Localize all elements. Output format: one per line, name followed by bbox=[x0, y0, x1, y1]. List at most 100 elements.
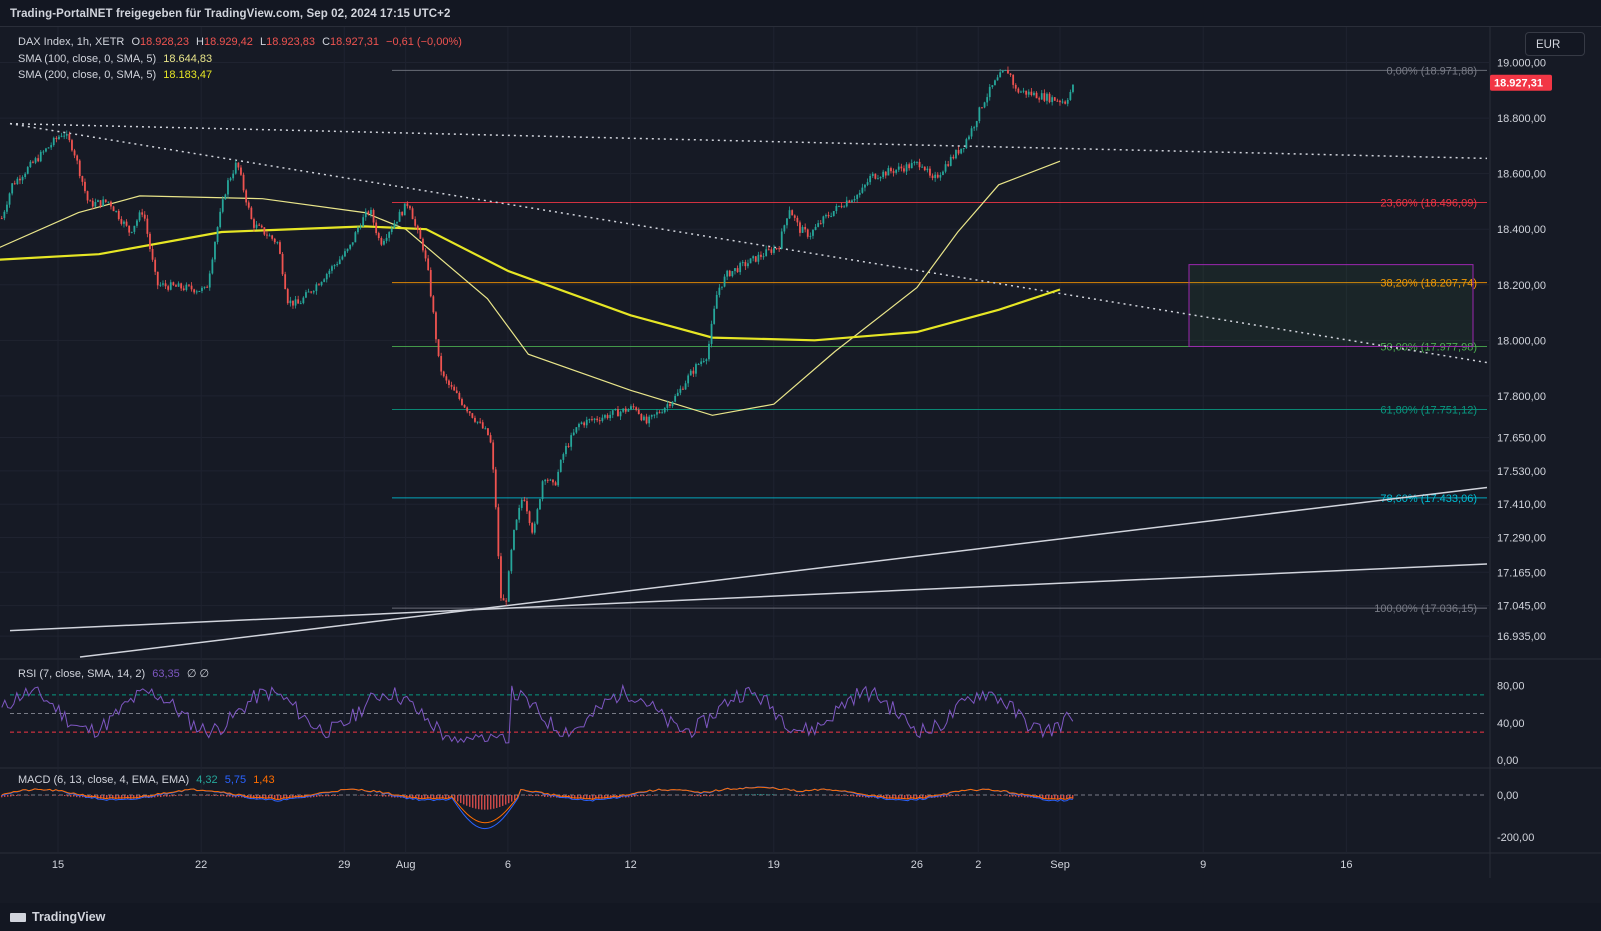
candle-body bbox=[3, 211, 6, 219]
candle-body bbox=[778, 248, 781, 250]
candle-body bbox=[874, 173, 877, 179]
candle-body bbox=[216, 227, 219, 242]
candle-body bbox=[645, 416, 648, 424]
candle-body bbox=[39, 151, 42, 162]
candle-body bbox=[650, 414, 653, 417]
candle-body bbox=[479, 421, 482, 423]
candle-body bbox=[957, 149, 960, 154]
fib-level-label: 78,60% (17.433,06) bbox=[1380, 493, 1477, 505]
candle-body bbox=[21, 177, 24, 181]
candle-body bbox=[273, 238, 276, 243]
candle-body bbox=[557, 471, 560, 486]
time-axis[interactable]: 15 22 29 Aug 6 12 19 26 2 Sep 9 16 bbox=[52, 859, 1353, 871]
candle-body bbox=[354, 232, 357, 243]
candle-body bbox=[1001, 70, 1004, 73]
candle-body bbox=[851, 200, 853, 203]
candle-body bbox=[442, 371, 445, 377]
candle-body bbox=[253, 219, 255, 228]
candle-body bbox=[804, 226, 807, 230]
candle-body bbox=[250, 207, 253, 220]
candle-body bbox=[1012, 74, 1015, 85]
chart-canvas[interactable]: 0,00% (18.971,88) 23,60% (18.496,09) 38,20… bbox=[0, 27, 1601, 904]
candle-body bbox=[47, 147, 50, 149]
macd-legend[interactable]: MACD (6, 13, close, 4, EMA, EMA) 4,32 5,… bbox=[18, 774, 279, 786]
fibonacci-retracement[interactable]: 0,00% (18.971,88) 23,60% (18.496,09) 38,20… bbox=[392, 65, 1487, 615]
candle-body bbox=[359, 226, 362, 228]
candle-body bbox=[1046, 93, 1048, 101]
currency-selector[interactable]: EUR bbox=[1525, 32, 1585, 56]
candle-body bbox=[86, 191, 89, 201]
sma200-legend[interactable]: SMA (200, close, 0, SMA, 5) 18.183,47 bbox=[18, 69, 216, 81]
candle-body bbox=[544, 479, 547, 482]
rsi-pane bbox=[1, 683, 1487, 744]
trend-lines[interactable] bbox=[9, 122, 1488, 658]
candle-body bbox=[736, 268, 739, 273]
candle-body bbox=[227, 180, 229, 195]
candle-body bbox=[292, 300, 294, 306]
candle-body bbox=[721, 286, 723, 288]
candle-body bbox=[461, 398, 463, 405]
candle-body bbox=[939, 174, 942, 178]
candle-body bbox=[484, 428, 487, 430]
candle-body bbox=[983, 102, 986, 108]
candle-body bbox=[315, 284, 318, 292]
candle-body bbox=[138, 212, 141, 221]
candle-body bbox=[188, 284, 190, 286]
candle-body bbox=[45, 148, 47, 152]
price-tick-label: 17.290,00 bbox=[1497, 533, 1546, 545]
candle-body bbox=[931, 175, 934, 179]
time-tick-label: 22 bbox=[195, 859, 207, 871]
price-tick-label: 19.000,00 bbox=[1497, 58, 1546, 70]
candle-body bbox=[801, 226, 804, 233]
candle-body bbox=[877, 178, 879, 180]
candle-body bbox=[619, 411, 622, 417]
price-axis[interactable]: 19.000,00 18.800,00 18.600,00 18.400,00 18.2… bbox=[1490, 58, 1552, 844]
macd-label: MACD (6, 13, close, 4, EMA, EMA) bbox=[18, 774, 190, 786]
candle-body bbox=[289, 300, 292, 304]
fib-level-label: 61,80% (17.751,12) bbox=[1380, 404, 1477, 416]
candle-body bbox=[6, 204, 8, 212]
candle-body bbox=[172, 282, 175, 286]
candle-body bbox=[663, 407, 666, 413]
candle-body bbox=[151, 249, 154, 260]
rsi-extra: ∅ ∅ bbox=[186, 668, 210, 680]
candle-body bbox=[448, 380, 450, 386]
candle-body bbox=[674, 395, 677, 402]
chart-frame[interactable]: 0,00% (18.971,88) 23,60% (18.496,09) 38,20… bbox=[0, 26, 1601, 904]
candle-body bbox=[128, 225, 131, 233]
candle-body bbox=[832, 211, 835, 217]
candle-body bbox=[398, 211, 401, 222]
candle-body bbox=[8, 193, 11, 205]
candle-body bbox=[50, 145, 53, 148]
candle-body bbox=[1025, 90, 1028, 95]
candle-body bbox=[710, 323, 713, 344]
candle-body bbox=[929, 168, 931, 176]
macd-pane bbox=[1, 786, 1487, 830]
rsi-value: 63,35 bbox=[152, 668, 180, 680]
candle-body bbox=[723, 276, 726, 287]
candle-body bbox=[632, 406, 635, 408]
low-value: 18.923,83 bbox=[266, 36, 316, 48]
candle-body bbox=[884, 171, 887, 176]
candle-body bbox=[130, 231, 133, 233]
macd-tick-label: -200,00 bbox=[1497, 832, 1534, 844]
candle-body bbox=[905, 164, 908, 172]
candle-body bbox=[1051, 97, 1054, 103]
candle-body bbox=[1056, 100, 1059, 102]
rsi-legend[interactable]: RSI (7, close, SMA, 14, 2) 63,35 ∅ ∅ bbox=[18, 667, 213, 680]
main-legend[interactable]: DAX Index, 1h, XETR O18.928,23 H18.929,4… bbox=[18, 36, 466, 48]
candle-body bbox=[505, 600, 508, 602]
candle-body bbox=[16, 178, 19, 185]
candle-body bbox=[60, 135, 63, 137]
candle-body bbox=[554, 482, 557, 486]
candle-body bbox=[936, 174, 939, 178]
candle-body bbox=[942, 171, 944, 175]
candle-body bbox=[1043, 93, 1046, 101]
candle-body bbox=[104, 199, 107, 202]
candle-body bbox=[297, 299, 300, 304]
candle-body bbox=[793, 215, 796, 218]
candle-body bbox=[445, 376, 448, 381]
candle-body bbox=[903, 168, 905, 172]
tv-logo-icon bbox=[10, 913, 26, 923]
sma100-legend[interactable]: SMA (100, close, 0, SMA, 5) 18.644,83 bbox=[18, 53, 216, 65]
